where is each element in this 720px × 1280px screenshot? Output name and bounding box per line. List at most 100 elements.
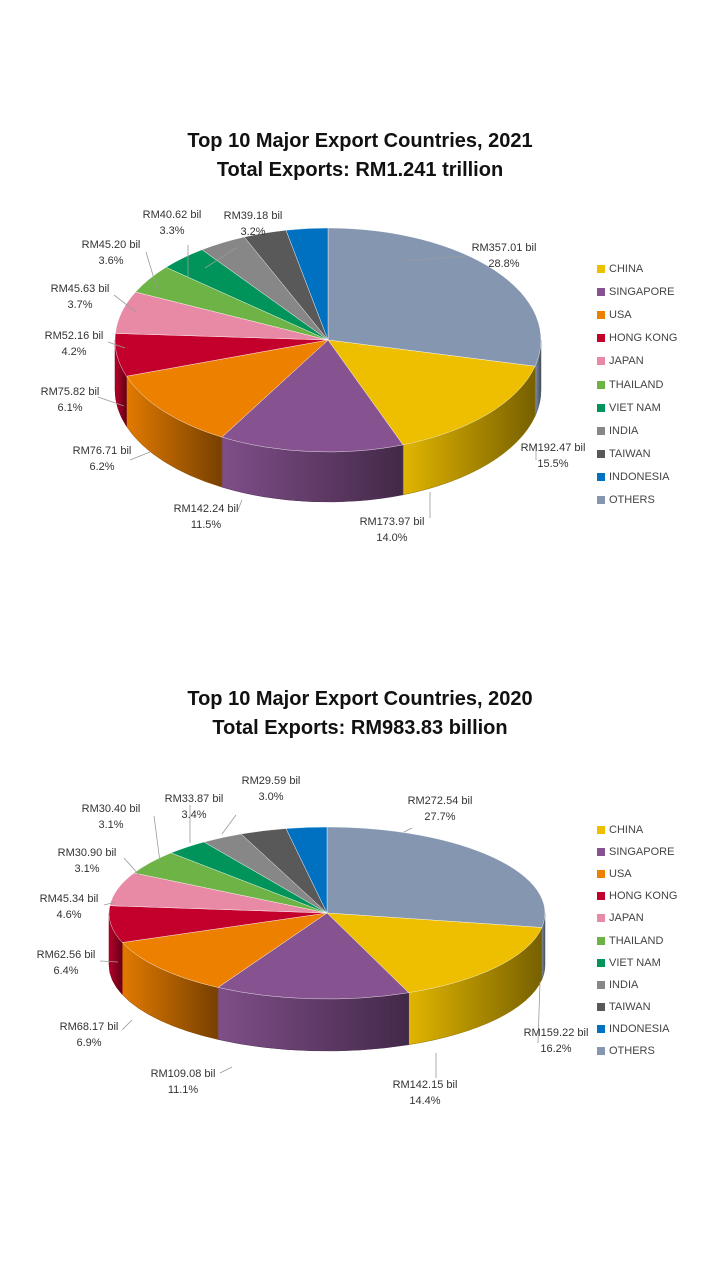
data-label-percent: 27.7% <box>424 811 455 823</box>
data-label-percent: 6.9% <box>76 1037 101 1049</box>
data-label-value: RM39.18 bil <box>224 210 283 222</box>
legend-label: VIET NAM <box>609 956 661 969</box>
leader-line <box>113 294 137 313</box>
legend-swatch <box>597 958 605 967</box>
legend-label: JAPAN <box>609 912 644 925</box>
data-label-value: RM142.15 bil <box>393 1079 458 1091</box>
data-label-value: RM30.90 bil <box>58 847 117 859</box>
leader-line <box>219 1066 233 1074</box>
data-label-percent: 6.2% <box>89 461 114 473</box>
data-label-percent: 3.1% <box>74 863 99 875</box>
legend-swatch <box>597 426 605 435</box>
legend-label: VIET NAM <box>609 401 661 414</box>
legend-label: OTHERS <box>609 494 655 507</box>
leader-line <box>403 827 413 833</box>
data-label-percent: 15.5% <box>537 458 568 470</box>
legend-swatch <box>597 403 605 412</box>
legend-swatch <box>597 936 605 945</box>
data-label-value: RM33.87 bil <box>165 793 224 805</box>
legend-label: TAIWAN <box>609 448 651 461</box>
data-label-value: RM142.24 bil <box>174 503 239 515</box>
legend-label: INDONESIA <box>609 1022 670 1035</box>
legend-label: SINGAPORE <box>609 846 675 859</box>
legend-label: CHINA <box>609 262 644 275</box>
legend-item: CHINA <box>597 257 677 280</box>
data-label-percent: 3.1% <box>98 819 123 831</box>
legend-swatch <box>597 450 605 459</box>
legend-label: SINGAPORE <box>609 285 675 298</box>
pie-slice-indonesia <box>285 227 329 341</box>
data-labels: RM159.22 bil 16.2% RM142.15 bil 14.4% RM109.… <box>37 775 589 1107</box>
legend-swatch <box>597 1046 605 1055</box>
legend-label: HONG KONG <box>609 332 678 345</box>
legend-swatch <box>597 892 605 901</box>
legend-item: TAIWAN <box>597 443 677 466</box>
legend-swatch <box>597 826 605 835</box>
data-label-percent: 3.2% <box>240 226 265 238</box>
chart-subtitle-line: Total Exports: RM983.83 billion <box>212 717 508 739</box>
legend-item: INDIA <box>597 974 677 996</box>
pie-slice-china <box>327 339 536 446</box>
leader-line <box>99 960 119 963</box>
pie-slice-others <box>327 227 542 367</box>
data-label-percent: 3.7% <box>67 299 92 311</box>
legend-item: USA <box>597 303 677 326</box>
legend-2020: CHINA SINGAPORE USA HONG KONG JAPAN THAILAND V… <box>597 819 677 1062</box>
leader-line <box>145 251 159 293</box>
data-label-percent: 3.6% <box>98 255 123 267</box>
chart-title-line: Top 10 Major Export Countries, 2021 <box>187 130 533 152</box>
legend-item: VIET NAM <box>597 396 677 419</box>
legend-item: INDONESIA <box>597 466 677 489</box>
leader-line <box>403 255 467 262</box>
legend-label: INDIA <box>609 978 639 991</box>
legend-item: CHINA <box>597 819 677 841</box>
pie-slice-singapore <box>217 912 410 1000</box>
data-label-percent: 4.2% <box>61 346 86 358</box>
chart-title-2020: Top 10 Major Export Countries, 2020 Tota… <box>0 685 720 743</box>
pie-plot-2020: RM159.22 bil 16.2% RM142.15 bil 14.4% RM109.… <box>37 775 589 1107</box>
legend-swatch <box>597 380 605 389</box>
legend-swatch <box>597 264 605 273</box>
pie-slice-china <box>326 912 543 993</box>
data-label-percent: 14.4% <box>409 1095 440 1107</box>
pie-chart-2020: Top 10 Major Export Countries, 2020 Tota… <box>0 660 720 1220</box>
data-label-value: RM159.22 bil <box>524 1027 589 1039</box>
legend-label: INDIA <box>609 424 639 437</box>
legend-item: INDONESIA <box>597 1018 677 1040</box>
legend-item: HONG KONG <box>597 327 677 350</box>
legend-swatch <box>597 496 605 505</box>
pie-slices <box>108 826 546 1000</box>
legend-item: USA <box>597 863 677 885</box>
leader-line <box>103 901 117 906</box>
legend-item: SINGAPORE <box>597 280 677 303</box>
chart-title-line: Top 10 Major Export Countries, 2020 <box>187 688 533 710</box>
leader-line <box>129 451 151 461</box>
data-label-percent: 3.0% <box>258 791 283 803</box>
legend-swatch <box>597 848 605 857</box>
legend-label: THAILAND <box>609 934 664 947</box>
legend-label: HONG KONG <box>609 890 678 903</box>
legend-item: VIET NAM <box>597 952 677 974</box>
data-label-value: RM272.54 bil <box>408 795 473 807</box>
legend-item: THAILAND <box>597 373 677 396</box>
leader-line <box>537 981 541 1044</box>
data-label-percent: 16.2% <box>540 1043 571 1055</box>
data-label-value: RM109.08 bil <box>151 1068 216 1080</box>
legend-swatch <box>597 357 605 366</box>
data-label-percent: 6.4% <box>53 965 78 977</box>
legend-swatch <box>597 1002 605 1011</box>
chart-subtitle-line: Total Exports: RM1.241 trillion <box>216 159 504 181</box>
legend-item: JAPAN <box>597 350 677 373</box>
pie-slice-others <box>326 826 546 928</box>
pie-side-walls <box>108 912 546 1052</box>
legend-item: THAILAND <box>597 929 677 951</box>
legend-label: USA <box>609 308 632 321</box>
pie-slice-indonesia <box>285 826 328 914</box>
leader-line <box>123 857 141 877</box>
legend-label: JAPAN <box>609 355 644 368</box>
data-label-value: RM29.59 bil <box>242 775 301 787</box>
legend-swatch <box>597 310 605 319</box>
legend-swatch <box>597 1024 605 1033</box>
data-label-percent: 6.1% <box>57 402 82 414</box>
pie-plot-2021: RM192.47 bil 15.5% RM173.97 bil 14.0% RM142.… <box>41 209 586 544</box>
